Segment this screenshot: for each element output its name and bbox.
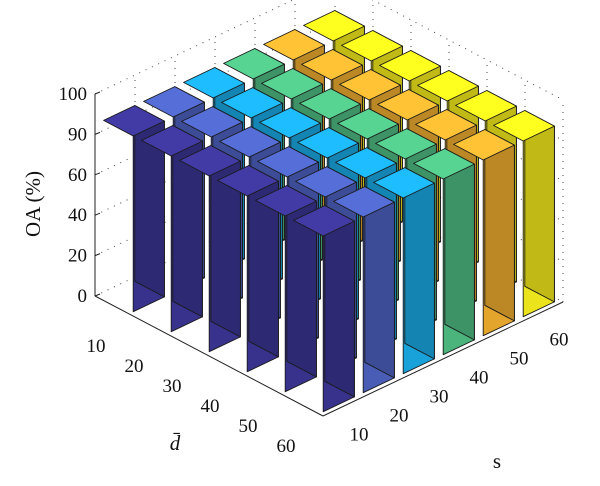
bar-top-face [179,145,241,177]
bar-top-face [335,147,397,179]
bar-top-face [417,70,479,102]
z-tick-mark [94,172,101,176]
d-tick-label: 30 [163,376,182,397]
bar-top-face [295,166,357,198]
z-tick-mark [94,293,101,297]
bar-top-face [299,88,361,120]
z-tick-mark [94,91,101,95]
s-axis-line [322,301,564,417]
bar-top-face [493,110,555,142]
bar-top-face [297,127,359,159]
bar-top-face [413,148,475,180]
s-tick-label: 50 [510,349,529,370]
bar-group [217,165,279,373]
z-tick-label: 40 [68,205,87,226]
bar-top-face [141,125,203,157]
bar-top-face [261,68,323,100]
bar-group [333,186,395,394]
bar-group [493,110,555,318]
bar-top-face [293,205,355,237]
bar-top-face [453,129,515,161]
bar-top-face [379,50,441,82]
s-tick-label: 30 [430,387,449,408]
s-tick-label: 60 [550,330,569,351]
bar-top-face [415,109,477,141]
bar-group [293,205,355,413]
bar-top-face [181,106,243,138]
bar-top-face [223,48,285,80]
x-axis-label: s [493,449,501,473]
z-tick-label: 90 [68,124,87,145]
z-axis-label: OA (%) [21,171,45,237]
d-tick-label: 60 [277,436,296,457]
z-tick-mark [94,131,101,135]
bar-top-face [333,186,395,218]
bar-group [103,105,165,313]
bars [103,10,555,413]
bar-top-face [375,128,437,160]
bar-group [179,145,241,353]
bar-top-face [103,105,165,137]
bar-top-face [377,89,439,121]
z-tick-label: 100 [59,84,88,105]
s-tick-label: 20 [390,406,409,427]
bar-side-face [524,110,555,303]
bar-top-face [339,69,401,101]
z-tick-label: 20 [68,246,87,267]
y-axis-label: d̄ [170,431,181,455]
axes [94,91,564,417]
bar-top-face [143,86,205,118]
bar-group [255,185,317,393]
z-tick-label: 0 [78,286,88,307]
bar-top-face [219,126,281,158]
bar-top-face [255,185,317,217]
d-tick-label: 10 [87,336,106,357]
bar-top-face [259,107,321,139]
bar-top-face [301,49,363,81]
z-tick-mark [94,253,101,257]
bar-group [453,129,515,337]
bar-top-face [303,10,365,42]
bar-side-face [444,148,475,341]
z-tick-mark [94,212,101,216]
bar-side-face [484,129,515,322]
bar-top-face [373,167,435,199]
d-tick-label: 20 [125,356,144,377]
bar-top-face [337,108,399,140]
bar-top-face [221,87,283,119]
bar-side-face [324,205,355,398]
bar-top-face [217,165,279,197]
bar-group [141,125,203,333]
bar-side-face [404,167,435,360]
s-tick-label: 10 [350,425,369,446]
bar-group [373,167,435,375]
bar-group [413,148,475,356]
bar-top-face [183,67,245,99]
d-tick-label: 40 [201,396,220,417]
bar-top-face [257,146,319,178]
z-tick-label: 60 [68,165,87,186]
bar-top-face [455,90,517,122]
bar-top-face [263,29,325,61]
s-tick-label: 40 [470,368,489,389]
d-axis-line [94,295,324,417]
bar-top-face [341,30,403,62]
bar-side-face [364,186,395,379]
d-tick-label: 50 [239,416,258,437]
labels: OA (%) d̄ s 0 20 40 60 90 100 10 20 30 40 50 60 10 20… [21,84,569,473]
